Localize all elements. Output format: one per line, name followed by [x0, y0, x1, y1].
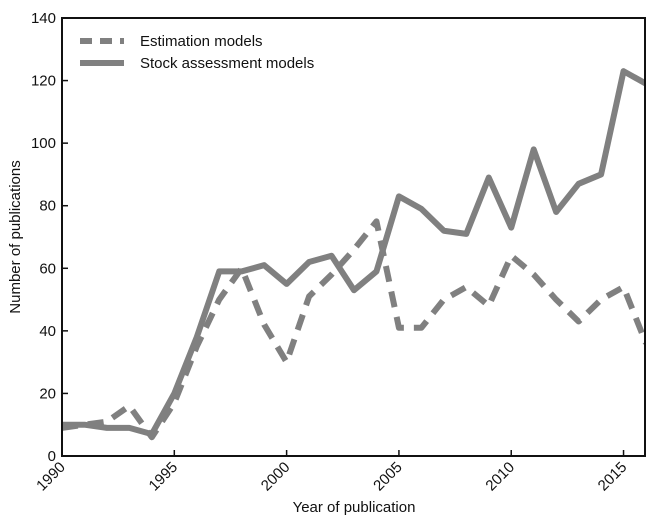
x-tick-label: 2015 — [595, 459, 631, 495]
line-series — [62, 68, 646, 438]
legend-label: Estimation models — [140, 33, 263, 50]
y-axis-label: Number of publications — [7, 160, 24, 313]
y-tick-label: 140 — [31, 10, 56, 27]
y-tick-label: 100 — [31, 135, 56, 152]
x-tick-label: 1995 — [146, 459, 182, 495]
y-tick-label: 60 — [39, 260, 56, 277]
y-tick-label: 120 — [31, 73, 56, 90]
x-tick-label: 2000 — [258, 459, 294, 495]
plot-frame — [61, 17, 646, 457]
x-tick-label: 1990 — [33, 459, 69, 495]
x-axis-label: Year of publication — [293, 499, 416, 516]
x-tick-label: 2010 — [482, 459, 518, 495]
y-tick-label: 40 — [39, 323, 56, 340]
legend-label: Stock assessment models — [140, 55, 314, 72]
y-tick-label: 0 — [48, 448, 56, 465]
y-tick-label: 80 — [39, 198, 56, 215]
x-tick-label: 2005 — [370, 459, 406, 495]
line-series — [62, 218, 646, 441]
y-tick-label: 20 — [39, 385, 56, 402]
